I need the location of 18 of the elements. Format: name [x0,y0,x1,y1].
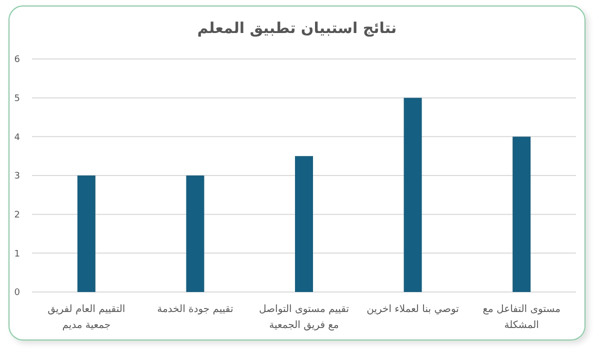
bar [186,176,204,292]
x-tick-label: توصي بنا لعملاء اخرين [366,304,460,315]
bar [512,136,531,292]
y-tick-label: 4 [14,132,20,143]
y-tick-label: 5 [14,94,20,104]
bar [77,176,96,292]
x-tick-label: تقييم مستوى التواصل مع فريق الجمعية [258,304,350,331]
x-tick-label: التقييم العام لفريق جمعية مديم [48,304,126,331]
y-tick-label: 1 [14,249,20,260]
y-tick-label: 0 [14,288,20,298]
y-tick-label: 6 [14,55,20,66]
y-tick-label: 2 [14,210,20,220]
chart-title: نتائج استبيان تطبيق المعلم [197,19,397,37]
x-tick-label: مستوى التفاعل مع المشكلة [482,304,561,331]
bar [295,156,313,292]
x-tick-label: تقييم جودة الخدمة [157,304,234,315]
bar [404,98,422,292]
y-tick-label: 3 [14,172,20,182]
